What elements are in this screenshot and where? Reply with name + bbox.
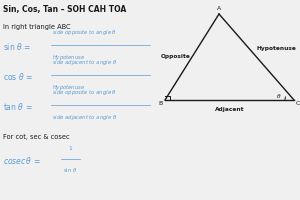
Text: $\cos\,\theta\,=$: $\cos\,\theta\,=$ xyxy=(3,71,33,82)
Text: $\sin\,\theta\,=$: $\sin\,\theta\,=$ xyxy=(3,40,32,51)
Text: $\mathit{side\ adjacent\ to\ angle\ \theta}$: $\mathit{side\ adjacent\ to\ angle\ \the… xyxy=(52,113,118,122)
Text: B: B xyxy=(158,101,163,106)
Text: For cot, sec & cosec: For cot, sec & cosec xyxy=(3,134,70,140)
Text: Hypotenuse: Hypotenuse xyxy=(256,46,296,51)
Text: $\sin\,\theta$: $\sin\,\theta$ xyxy=(63,166,78,174)
Text: $\tan\,\theta\,=$: $\tan\,\theta\,=$ xyxy=(3,100,33,112)
Text: $1$: $1$ xyxy=(68,144,73,152)
Text: Sin, Cos, Tan – SOH CAH TOA: Sin, Cos, Tan – SOH CAH TOA xyxy=(3,5,126,14)
Text: $\mathit{side\ opposite\ to\ angle\ \theta}$: $\mathit{side\ opposite\ to\ angle\ \the… xyxy=(52,28,118,37)
Text: C: C xyxy=(296,101,300,106)
Text: Opposite: Opposite xyxy=(160,54,190,59)
Text: $\mathit{cosec}\,\theta\,=$: $\mathit{cosec}\,\theta\,=$ xyxy=(3,154,41,166)
Text: $\mathit{Hypotenuse}$: $\mathit{Hypotenuse}$ xyxy=(52,83,86,92)
Text: $\mathit{side\ opposite\ to\ angle\ \theta}$: $\mathit{side\ opposite\ to\ angle\ \the… xyxy=(52,88,118,97)
Text: Adjacent: Adjacent xyxy=(215,106,244,112)
Text: $\mathit{Hypotenuse}$: $\mathit{Hypotenuse}$ xyxy=(52,53,86,62)
Text: A: A xyxy=(217,6,221,11)
Text: $\theta$: $\theta$ xyxy=(276,92,281,100)
Text: $\mathit{side\ adjacent\ to\ angle\ \theta}$: $\mathit{side\ adjacent\ to\ angle\ \the… xyxy=(52,58,118,67)
Text: In right triangle ABC: In right triangle ABC xyxy=(3,24,70,30)
